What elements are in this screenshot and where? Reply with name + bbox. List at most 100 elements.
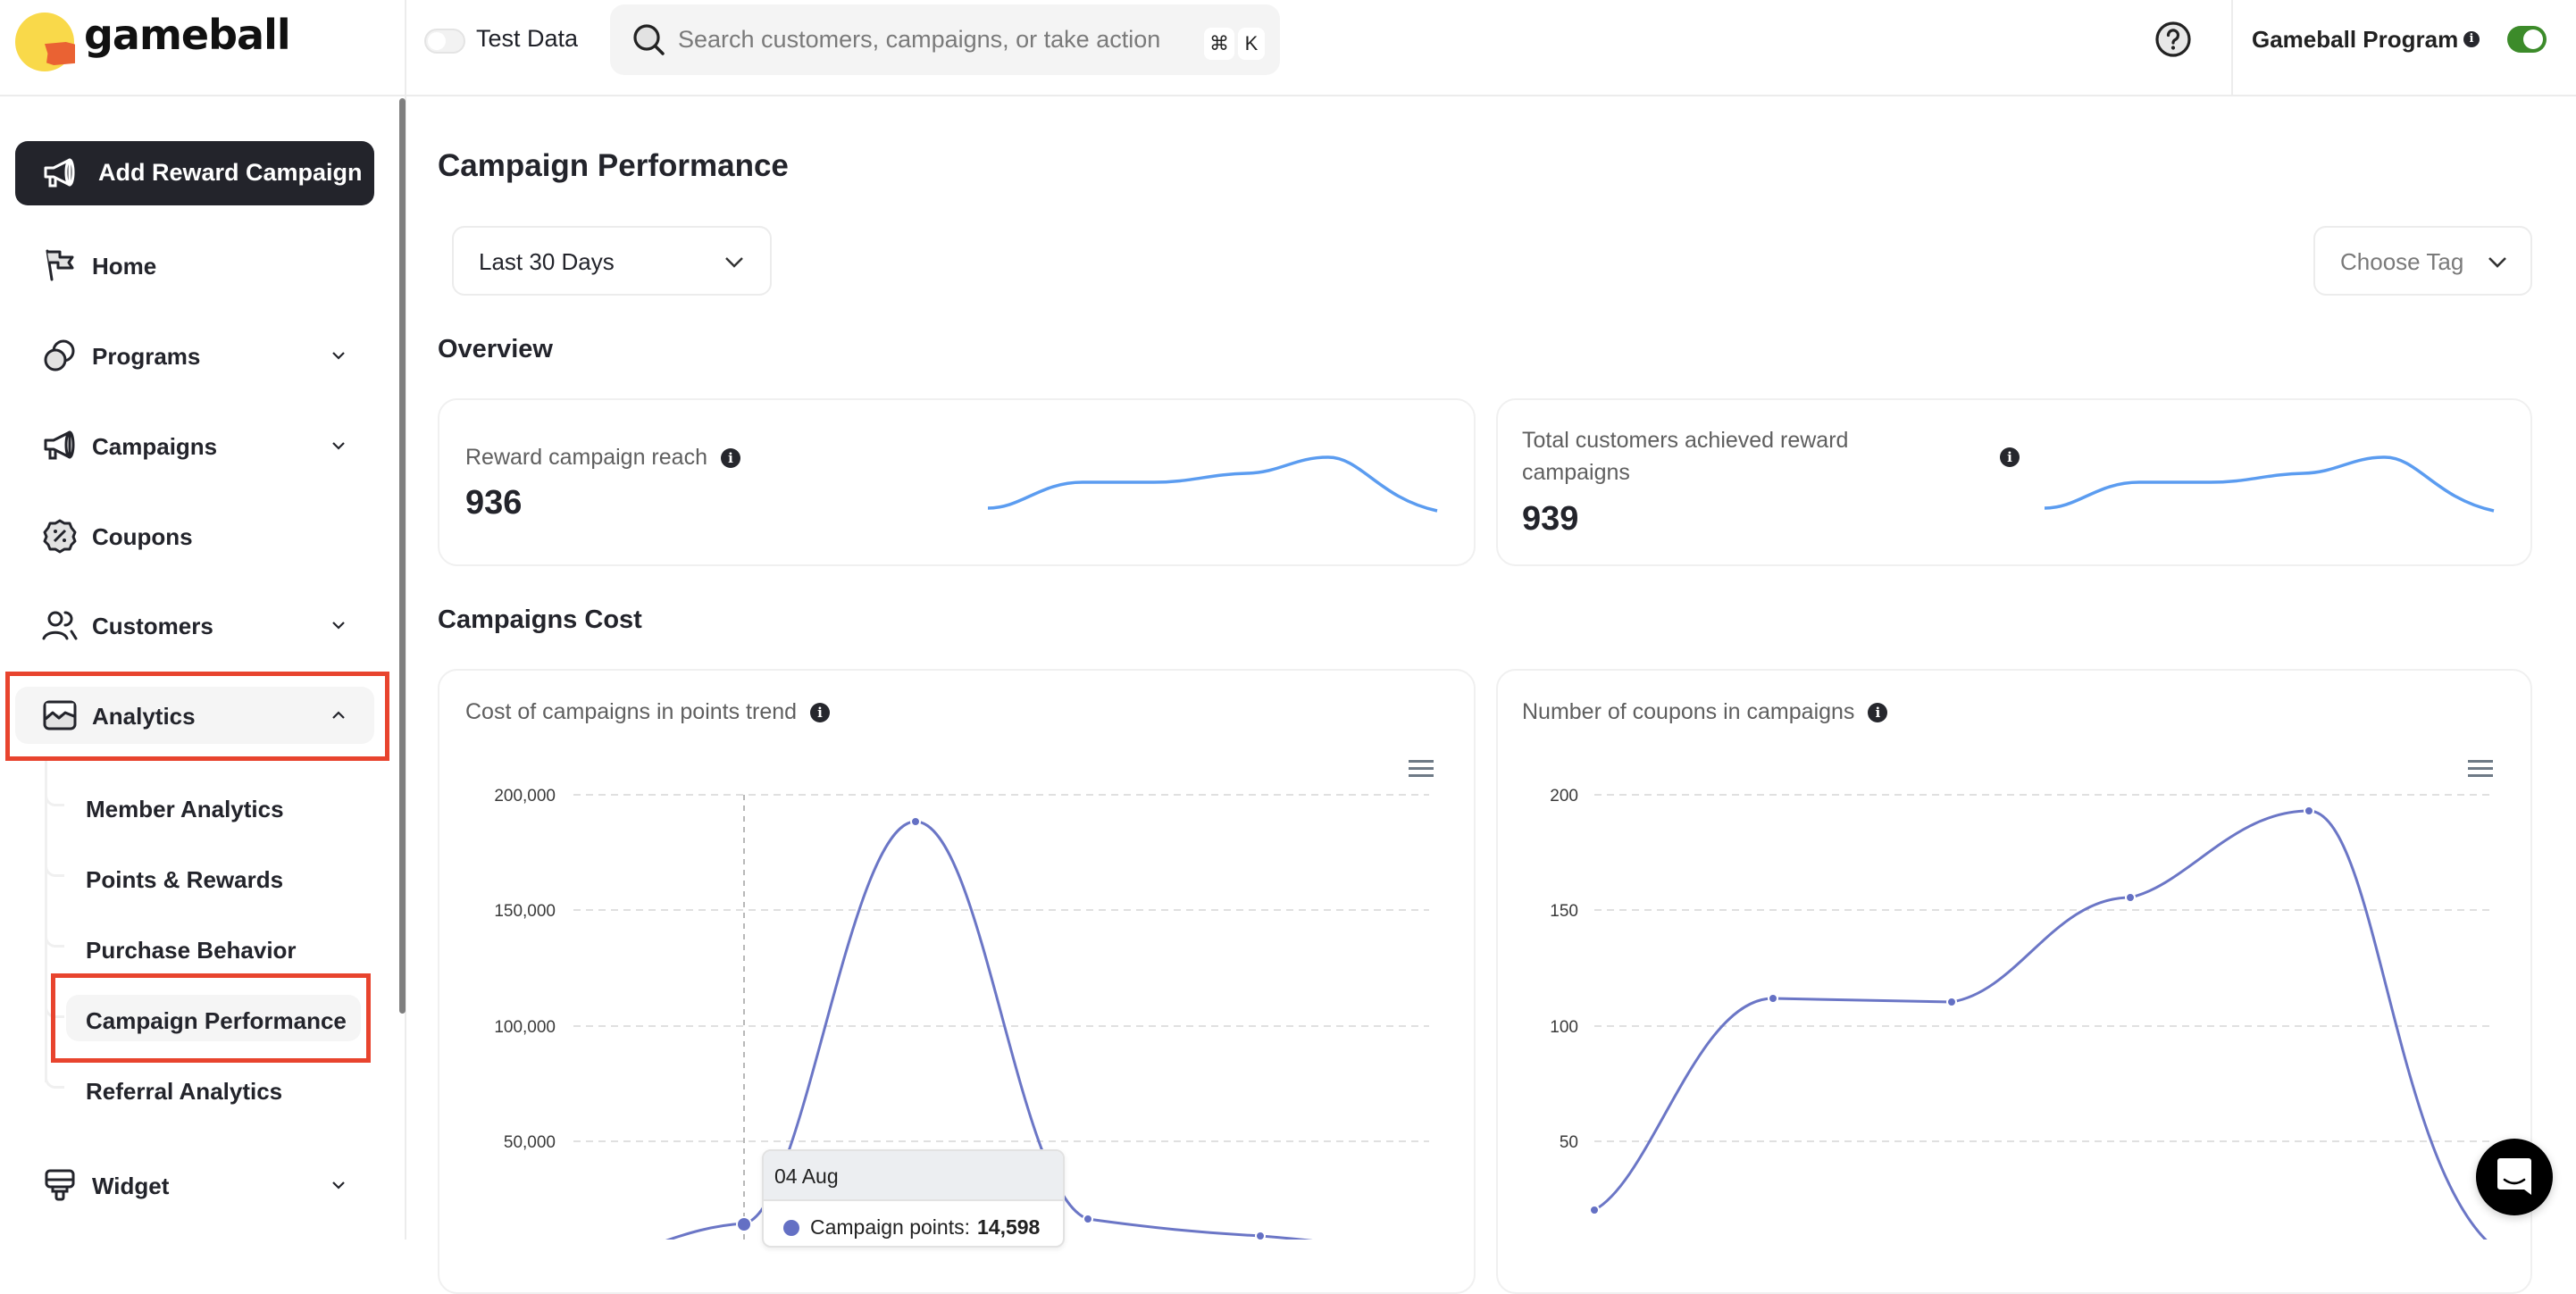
stat-label: Total customers achieved reward campaign… xyxy=(1522,428,1849,485)
test-data-label: Test Data xyxy=(476,25,579,52)
customers-sparkline xyxy=(2044,455,2495,513)
toggle-knob xyxy=(428,32,446,50)
sidebar-subitem-label: Member Analytics xyxy=(86,796,284,822)
stat-value: 936 xyxy=(465,484,523,522)
toggle-knob xyxy=(2523,29,2543,49)
users-icon xyxy=(42,611,78,640)
sidebar-item-label: Analytics xyxy=(92,703,196,730)
sidebar-item-campaigns[interactable]: Campaigns xyxy=(15,417,374,474)
coins-icon xyxy=(44,339,75,372)
cmd-key-badge: ⌘ xyxy=(1204,28,1234,60)
search-icon xyxy=(633,24,665,55)
chevron-down-icon[interactable] xyxy=(330,1176,347,1194)
chevron-up-icon[interactable] xyxy=(330,706,347,724)
tag-dropdown[interactable]: Choose Tag xyxy=(2313,226,2532,296)
page-title: Campaign Performance xyxy=(438,148,789,183)
gameball-logo-icon[interactable] xyxy=(15,13,75,71)
chat-bubble-icon xyxy=(2497,1158,2531,1195)
stat-label-text: Reward campaign reach xyxy=(465,445,707,470)
program-info-icon[interactable]: i xyxy=(2463,31,2480,47)
chat-launcher-button[interactable] xyxy=(2476,1139,2553,1215)
discount-badge-icon xyxy=(43,519,77,554)
search-input[interactable] xyxy=(678,4,1160,75)
flag-icon xyxy=(46,249,74,281)
megaphone-icon xyxy=(44,430,75,460)
info-icon[interactable]: i xyxy=(1868,703,1888,723)
tree-connector xyxy=(45,922,64,948)
tree-connector xyxy=(45,1064,64,1089)
chart-menu-icon[interactable] xyxy=(2468,759,2493,779)
tree-connector xyxy=(45,852,64,877)
chevron-down-icon[interactable] xyxy=(330,437,347,455)
sidebar-subitem-label: Campaign Performance xyxy=(86,1007,347,1034)
sidebar-item-label: Customers xyxy=(92,613,213,639)
chart-card-coupons: Number of coupons in campaigns i xyxy=(1496,669,2532,1294)
add-reward-campaign-button[interactable]: Add Reward Campaign xyxy=(15,141,374,205)
sidebar-item-analytics[interactable]: Analytics xyxy=(15,687,374,744)
sidebar-item-programs[interactable]: Programs xyxy=(15,327,374,384)
chart-icon xyxy=(43,700,77,730)
chart-title-text: Cost of campaigns in points trend xyxy=(465,699,798,724)
tree-line xyxy=(45,761,47,1082)
sidebar-item-label: Home xyxy=(92,253,157,280)
add-reward-campaign-label: Add Reward Campaign xyxy=(98,159,363,186)
chart-title: Cost of campaigns in points trend i xyxy=(465,699,830,725)
logo-text[interactable]: gameball xyxy=(84,11,291,59)
sidebar-subitem-referral-analytics[interactable]: Referral Analytics xyxy=(66,1065,361,1112)
reach-sparkline xyxy=(987,455,1438,513)
overview-heading: Overview xyxy=(438,335,553,363)
sidebar-subitem-purchase-behavior[interactable]: Purchase Behavior xyxy=(66,924,361,971)
program-toggle[interactable] xyxy=(2507,26,2547,53)
sidebar-subitem-label: Referral Analytics xyxy=(86,1078,283,1105)
tooltip-date: 04 Aug xyxy=(764,1151,1063,1201)
highlight-box-campaign-performance xyxy=(51,973,371,1063)
sidebar-item-label: Programs xyxy=(92,343,201,370)
chart-title: Number of coupons in campaigns i xyxy=(1522,699,1888,725)
sidebar-item-customers[interactable]: Customers xyxy=(15,597,374,654)
logo-area: gameball xyxy=(0,0,406,96)
chevron-down-icon[interactable] xyxy=(330,346,347,364)
info-icon[interactable]: i xyxy=(720,448,740,469)
header-divider xyxy=(2231,0,2233,96)
logo-flag-icon xyxy=(45,42,75,65)
tooltip-row: Campaign points: 14,598 xyxy=(783,1215,1040,1240)
stat-card-reach: Reward campaign reach i 936 xyxy=(438,398,1476,566)
date-range-dropdown[interactable]: Last 30 Days xyxy=(452,226,772,296)
sidebar-item-widget[interactable]: Widget xyxy=(15,1156,374,1214)
sidebar-item-label: Campaigns xyxy=(92,433,218,460)
sidebar-scrollbar[interactable] xyxy=(399,98,406,1014)
sidebar-item-home[interactable]: Home xyxy=(15,237,374,294)
date-range-value: Last 30 Days xyxy=(479,248,615,275)
program-label: Gameball Program xyxy=(2252,26,2459,53)
info-icon[interactable]: i xyxy=(810,703,830,723)
sidebar-subitem-points-rewards[interactable]: Points & Rewards xyxy=(66,854,361,900)
tooltip-series-label: Campaign points: xyxy=(810,1215,970,1239)
stat-card-customers-achieved: Total customers achieved reward campaign… xyxy=(1496,398,2532,566)
stat-label: Reward campaign reach i xyxy=(465,441,740,473)
sidebar-item-label: Widget xyxy=(92,1173,170,1199)
series-dot-icon xyxy=(783,1220,799,1236)
chart-title-text: Number of coupons in campaigns xyxy=(1522,699,1855,724)
sidebar-subitem-member-analytics[interactable]: Member Analytics xyxy=(66,783,361,830)
global-search[interactable]: ⌘ K xyxy=(610,4,1280,75)
k-key-badge: K xyxy=(1238,28,1265,60)
info-icon[interactable]: i xyxy=(2000,447,2020,467)
help-icon[interactable] xyxy=(2154,21,2192,58)
chart-tooltip: 04 Aug Campaign points: 14,598 xyxy=(762,1149,1065,1248)
chart-menu-icon[interactable] xyxy=(1409,759,1434,779)
sidebar-subitem-campaign-performance[interactable]: Campaign Performance xyxy=(66,995,361,1041)
sidebar: Add Reward Campaign Home Programs Campai… xyxy=(0,96,406,1240)
top-header: gameball Test Data ⌘ K Gameball Program … xyxy=(0,0,2576,96)
highlight-box-analytics xyxy=(5,672,389,761)
test-data-toggle[interactable] xyxy=(424,29,465,54)
sidebar-item-coupons[interactable]: Coupons xyxy=(15,507,374,564)
tree-connector xyxy=(45,781,64,806)
campaigns-cost-heading: Campaigns Cost xyxy=(438,605,642,634)
chevron-down-icon[interactable] xyxy=(330,616,347,634)
sidebar-subitem-label: Points & Rewards xyxy=(86,866,284,893)
chevron-down-icon xyxy=(725,257,743,268)
stat-value: 939 xyxy=(1522,500,1579,538)
tooltip-value: 14,598 xyxy=(977,1215,1041,1239)
sidebar-subitem-label: Purchase Behavior xyxy=(86,937,297,964)
paint-roller-icon xyxy=(45,1169,75,1201)
